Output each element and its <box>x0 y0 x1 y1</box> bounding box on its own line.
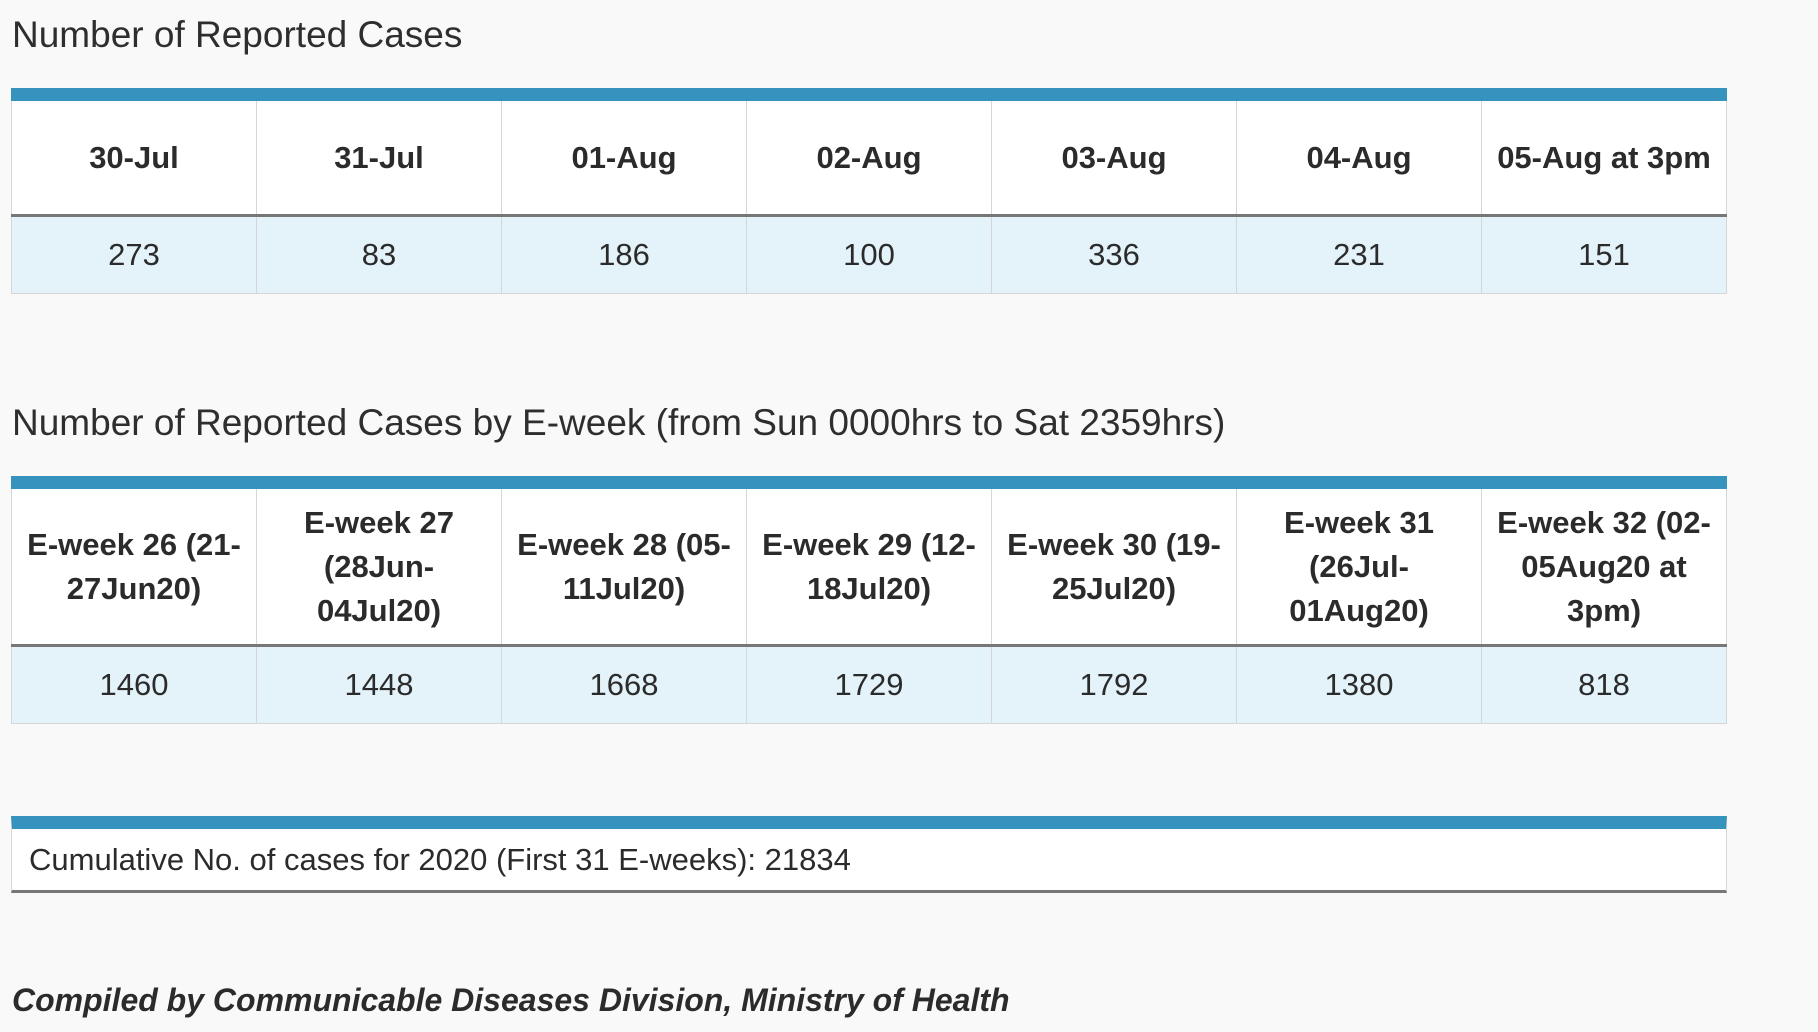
source-credit: Compiled by Communicable Diseases Divisi… <box>12 982 1010 1018</box>
eweek-value-cell: 1380 <box>1236 645 1482 724</box>
eweek-header-cell: E-week 30 (19-25Jul20) <box>991 482 1237 647</box>
daily-value-cell: 100 <box>746 215 992 294</box>
daily-header-row: 30-Jul 31-Jul 01-Aug 02-Aug 03-Aug 04-Au… <box>11 94 1727 217</box>
daily-header-cell: 03-Aug <box>991 94 1237 217</box>
daily-header-cell: 05-Aug at 3pm <box>1481 94 1727 217</box>
daily-value-cell: 231 <box>1236 215 1482 294</box>
daily-value-cell: 186 <box>501 215 747 294</box>
eweek-cases-table: E-week 26 (21-27Jun20) E-week 27 (28Jun-… <box>11 476 1727 724</box>
daily-cases-title: Number of Reported Cases <box>12 14 463 55</box>
eweek-value-cell: 1460 <box>11 645 257 724</box>
eweek-value-cell: 1448 <box>256 645 502 724</box>
eweek-header-cell: E-week 26 (21-27Jun20) <box>11 482 257 647</box>
cumulative-cases-box: Cumulative No. of cases for 2020 (First … <box>11 816 1727 893</box>
eweek-header-cell: E-week 28 (05-11Jul20) <box>501 482 747 647</box>
cumulative-cases-text: Cumulative No. of cases for 2020 (First … <box>29 841 851 877</box>
daily-header-cell: 30-Jul <box>11 94 257 217</box>
daily-header-cell: 31-Jul <box>256 94 502 217</box>
daily-value-cell: 83 <box>256 215 502 294</box>
daily-value-cell: 336 <box>991 215 1237 294</box>
daily-values-row: 273 83 186 100 336 231 151 <box>11 215 1727 294</box>
eweek-value-cell: 818 <box>1481 645 1727 724</box>
eweek-header-cell: E-week 32 (02-05Aug20 at 3pm) <box>1481 482 1727 647</box>
eweek-header-cell: E-week 29 (12-18Jul20) <box>746 482 992 647</box>
eweek-header-cell: E-week 27 (28Jun-04Jul20) <box>256 482 502 647</box>
daily-header-cell: 04-Aug <box>1236 94 1482 217</box>
eweek-value-cell: 1792 <box>991 645 1237 724</box>
eweek-value-cell: 1668 <box>501 645 747 724</box>
eweek-values-row: 1460 1448 1668 1729 1792 1380 818 <box>11 645 1727 724</box>
daily-cases-table: 30-Jul 31-Jul 01-Aug 02-Aug 03-Aug 04-Au… <box>11 88 1727 294</box>
eweek-cases-title: Number of Reported Cases by E-week (from… <box>12 402 1226 443</box>
daily-value-cell: 273 <box>11 215 257 294</box>
eweek-header-cell: E-week 31 (26Jul-01Aug20) <box>1236 482 1482 647</box>
daily-header-cell: 01-Aug <box>501 94 747 217</box>
eweek-value-cell: 1729 <box>746 645 992 724</box>
daily-value-cell: 151 <box>1481 215 1727 294</box>
eweek-header-row: E-week 26 (21-27Jun20) E-week 27 (28Jun-… <box>11 482 1727 647</box>
daily-header-cell: 02-Aug <box>746 94 992 217</box>
